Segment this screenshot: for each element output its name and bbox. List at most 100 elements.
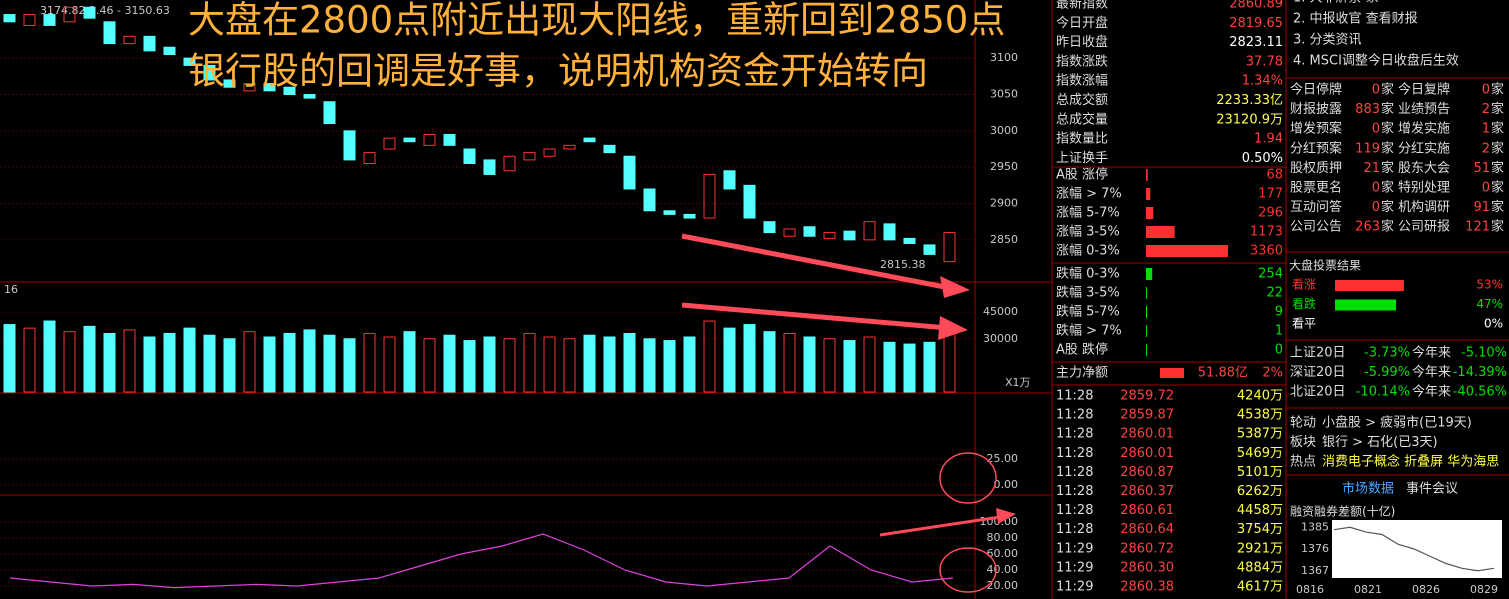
volume-bar xyxy=(363,332,376,393)
breadth-count: 177 xyxy=(1258,187,1283,202)
tick-volume: 5387万 xyxy=(1237,427,1283,442)
tick-price: 2860.87 xyxy=(1120,465,1174,480)
candle-down xyxy=(663,210,676,215)
y-tick-label: 2900 xyxy=(990,197,1018,210)
volume-bar xyxy=(523,332,536,393)
breadth-label: 涨幅 5-7% xyxy=(1056,206,1120,221)
candle-down xyxy=(263,83,276,92)
vote-value: 0% xyxy=(1484,317,1503,331)
stat-unit: 家 xyxy=(1381,219,1394,235)
stat-count: 263 xyxy=(1355,220,1380,235)
stat-count: 1 xyxy=(1482,122,1490,137)
return-label: 深证20日 xyxy=(1290,365,1346,380)
volume-bar xyxy=(623,332,636,393)
tick-time: 11:29 xyxy=(1056,580,1093,595)
stat-label: 分红实施 xyxy=(1398,140,1450,156)
candle-down xyxy=(443,133,456,146)
news-item[interactable]: 2. 中报收官 查看财报 xyxy=(1293,11,1418,27)
volume-bar xyxy=(563,338,576,393)
stat-count: 121 xyxy=(1465,220,1490,235)
tick-time: 11:28 xyxy=(1056,522,1093,537)
vote-label: 看涨 xyxy=(1292,277,1316,292)
return-label: 上证20日 xyxy=(1290,346,1346,361)
stat-unit: 家 xyxy=(1491,121,1504,137)
breadth-bar xyxy=(1146,226,1175,238)
breadth-label: 跌幅 0-3% xyxy=(1056,266,1120,282)
stat-label: 特别处理 xyxy=(1398,181,1450,196)
breadth-count: 3360 xyxy=(1250,244,1283,259)
breadth-label: 跌幅 3-5% xyxy=(1056,285,1120,301)
volume-bar xyxy=(423,338,436,393)
tick-time: 11:28 xyxy=(1056,484,1093,499)
breadth-bar xyxy=(1146,169,1148,181)
tab[interactable]: 事件会议 xyxy=(1406,482,1458,497)
fund-label: 主力净额 xyxy=(1056,366,1108,381)
return-value: -10.14% xyxy=(1356,385,1410,400)
info-value: 1.34% xyxy=(1242,74,1283,89)
y-tick-label: 80.00 xyxy=(987,531,1019,544)
volume-bar xyxy=(543,336,556,393)
news-item[interactable]: 3. 分类资讯 xyxy=(1293,33,1362,48)
stat-count: 0 xyxy=(1482,181,1490,196)
arrowhead xyxy=(940,276,970,298)
candle-down xyxy=(723,170,736,190)
tick-volume: 4458万 xyxy=(1237,503,1283,518)
news-item[interactable]: 1. 大非解禁 家 xyxy=(1293,0,1379,6)
candle-down xyxy=(343,130,356,161)
stat-label: 增发预案 xyxy=(1290,121,1342,137)
breadth-count: 1 xyxy=(1275,324,1283,339)
stat-unit: 家 xyxy=(1491,219,1504,235)
stat-label: 股票更名 xyxy=(1290,180,1342,196)
news-item[interactable]: 4. MSCI调整今日收盘后生效 xyxy=(1293,53,1459,69)
tick-volume: 4240万 xyxy=(1237,389,1283,404)
candle-down xyxy=(223,79,236,88)
tick-volume: 3754万 xyxy=(1237,522,1283,537)
stat-label: 股权质押 xyxy=(1290,160,1342,176)
candle-down xyxy=(143,35,156,52)
volume-bar xyxy=(763,331,776,393)
return-value: -3.73% xyxy=(1364,346,1410,361)
annotations xyxy=(681,233,1016,593)
arrowhead xyxy=(938,316,968,340)
tick-volume: 5469万 xyxy=(1237,446,1283,461)
tick-time: 11:29 xyxy=(1056,541,1093,556)
volume-bar xyxy=(203,334,216,393)
candle-up xyxy=(23,14,36,26)
tick-price: 2860.64 xyxy=(1120,522,1174,537)
vote-bar xyxy=(1335,280,1404,291)
stat-unit: 家 xyxy=(1381,140,1394,156)
info-value: 1.94 xyxy=(1254,132,1283,147)
overlay-title: 银行股的回调是好事，说明机构资金开始转向 xyxy=(188,50,928,93)
candle-down xyxy=(583,137,596,143)
arrow xyxy=(879,515,1001,537)
volume-bar xyxy=(83,325,96,393)
volume-bar xyxy=(463,340,476,393)
info-label: 指数量比 xyxy=(1056,132,1108,147)
return-label: 今年来 xyxy=(1412,364,1451,380)
candle-down xyxy=(683,213,696,219)
breadth-count: 22 xyxy=(1266,286,1283,301)
info-label: 上证换手 xyxy=(1056,151,1108,166)
stat-unit: 家 xyxy=(1381,121,1394,137)
breadth-count: 68 xyxy=(1266,168,1283,183)
y-tick-label: 60.00 xyxy=(987,547,1019,560)
info-label: 最新指数 xyxy=(1056,0,1108,12)
fund-value: 51.88亿 xyxy=(1198,366,1248,381)
stat-label: 今日复牌 xyxy=(1398,82,1450,98)
candle-down xyxy=(323,101,336,125)
y-tick-label: 30000 xyxy=(983,332,1018,345)
fund-bar xyxy=(1160,368,1184,378)
stat-unit: 家 xyxy=(1381,180,1394,196)
stat-count: 0 xyxy=(1372,83,1380,98)
tick-volume: 4538万 xyxy=(1237,408,1283,423)
rotation-text: 小盘股 > 疲弱市(已19天) xyxy=(1322,415,1472,431)
tick-volume: 6262万 xyxy=(1237,484,1283,499)
candle-up xyxy=(783,228,796,237)
volume-bar xyxy=(323,334,336,393)
tab[interactable]: 市场数据 xyxy=(1342,481,1394,497)
volume-bar xyxy=(283,332,296,393)
breadth-count: 254 xyxy=(1258,267,1283,282)
volume-unit: X1万 xyxy=(1005,376,1031,389)
volume-bar xyxy=(723,327,736,393)
